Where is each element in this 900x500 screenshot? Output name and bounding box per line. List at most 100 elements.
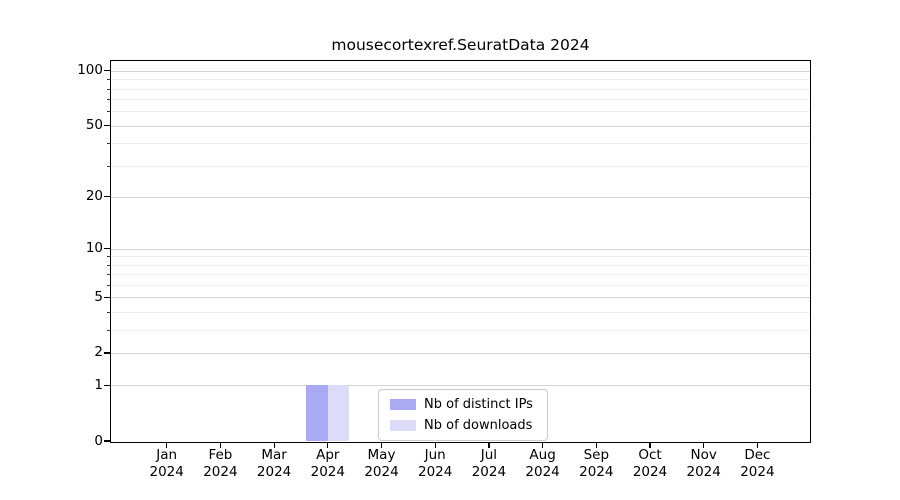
gridline-major	[111, 70, 810, 72]
x-tick-year: 2024	[364, 463, 399, 480]
gridline-major	[111, 352, 810, 354]
x-tick-label: Jan 2024	[135, 447, 199, 480]
y-axis-tick	[104, 440, 111, 442]
x-tick-year: 2024	[471, 463, 507, 480]
x-tick-label: Oct 2024	[618, 447, 682, 480]
gridline-minor	[111, 88, 810, 90]
y-axis-minor-tick	[107, 99, 111, 101]
gridline-major	[111, 385, 810, 387]
x-axis-tick	[219, 443, 222, 449]
plot-area: 0 1 2 5 10 20 50 100 Jan 2024 Feb 2024 Mar 2024 Apr 202…	[77, 60, 811, 480]
x-axis-tick	[434, 443, 436, 449]
legend-entry-distinct-ips: Nb of distinct IPs	[390, 396, 537, 413]
legend-label: Nb of downloads	[424, 418, 533, 433]
y-tick-label: 5	[94, 288, 103, 305]
x-tick-year: 2024	[149, 463, 184, 480]
x-tick-month: Jul	[480, 447, 498, 463]
y-tick-label: 0	[94, 432, 103, 449]
gridline-minor	[111, 329, 810, 331]
x-axis-tick	[488, 443, 490, 449]
x-axis-tick	[649, 443, 651, 449]
y-tick-label: 20	[85, 188, 103, 205]
gridline-major	[111, 297, 810, 299]
gridline-minor	[111, 143, 810, 145]
x-tick-year: 2024	[686, 463, 721, 480]
y-tick-label: 10	[85, 240, 103, 257]
y-axis-minor-tick	[107, 329, 111, 331]
y-tick-label: 50	[85, 117, 103, 134]
x-tick-month: Dec	[744, 447, 771, 463]
x-tick-year: 2024	[740, 463, 775, 480]
x-tick-month: Mar	[261, 447, 287, 463]
x-tick-year: 2024	[310, 463, 345, 480]
gridline-minor	[111, 284, 810, 286]
x-axis-tick	[273, 443, 275, 449]
y-axis-tick	[104, 196, 111, 198]
x-tick-month: Sep	[583, 447, 610, 463]
gridline-minor	[111, 99, 810, 101]
x-tick-label: Mar 2024	[242, 447, 306, 480]
y-axis-minor-tick	[107, 264, 111, 266]
x-axis-tick	[166, 443, 168, 449]
gridline-major	[111, 248, 810, 250]
x-tick-month: Feb	[208, 447, 233, 463]
gridline-major	[111, 196, 810, 198]
gridline-minor	[111, 165, 810, 167]
gridline-minor	[111, 274, 810, 276]
x-tick-label: Nov 2024	[672, 447, 736, 480]
x-tick-month: May	[367, 447, 396, 463]
x-tick-month: Jun	[424, 447, 446, 463]
x-tick-year: 2024	[418, 463, 453, 480]
x-tick-year: 2024	[632, 463, 668, 480]
gridline-minor	[111, 311, 810, 313]
x-tick-label: Apr 2024	[296, 447, 360, 480]
x-tick-month: Oct	[638, 447, 662, 463]
gridline-minor	[111, 111, 810, 113]
y-axis-minor-tick	[107, 284, 111, 286]
y-axis-tick	[104, 352, 111, 354]
x-tick-year: 2024	[525, 463, 560, 480]
x-tick-label: Jul 2024	[457, 447, 521, 480]
x-tick-month: Nov	[690, 447, 717, 463]
chart-title: mousecortexref.SeuratData 2024	[331, 36, 590, 54]
x-tick-month: Apr	[316, 447, 340, 463]
x-tick-month: Aug	[529, 447, 556, 463]
gridline-minor	[111, 256, 810, 258]
x-tick-year: 2024	[203, 463, 238, 480]
y-axis-minor-tick	[107, 79, 111, 81]
y-axis-tick	[104, 125, 111, 127]
y-axis-minor-tick	[107, 143, 111, 145]
x-tick-year: 2024	[579, 463, 614, 480]
gridline-major	[111, 125, 810, 127]
legend-label: Nb of distinct IPs	[424, 397, 533, 412]
y-axis-tick	[104, 384, 111, 387]
y-axis-tick	[104, 248, 111, 250]
x-axis-tick	[703, 443, 705, 449]
legend-entry-downloads: Nb of downloads	[390, 417, 537, 434]
x-axis-tick	[542, 443, 544, 449]
y-axis-minor-tick	[107, 88, 111, 90]
x-tick-label: Aug 2024	[511, 447, 575, 480]
x-tick-month: Jan	[156, 447, 178, 463]
y-tick-label: 2	[94, 344, 103, 361]
legend-swatch-distinct-ips-icon	[390, 399, 416, 410]
x-axis-tick	[595, 443, 597, 449]
x-tick-label: Dec 2024	[725, 447, 789, 480]
y-axis-minor-tick	[107, 256, 111, 258]
x-axis-tick	[327, 443, 329, 449]
y-axis-minor-tick	[107, 111, 111, 113]
y-tick-label: 100	[77, 62, 103, 79]
x-tick-label: May 2024	[350, 447, 414, 480]
y-axis-minor-tick	[107, 274, 111, 276]
x-tick-label: Feb 2024	[188, 447, 252, 480]
gridline-minor	[111, 79, 810, 81]
y-tick-label: 1	[94, 376, 103, 393]
x-tick-label: Sep 2024	[564, 447, 628, 480]
y-axis-minor-tick	[107, 311, 111, 313]
y-axis-tick	[104, 70, 111, 72]
legend: Nb of distinct IPs Nb of downloads	[378, 389, 548, 441]
bar-apr-distinct-ips	[306, 385, 328, 441]
bar-apr-downloads	[327, 385, 350, 441]
gridline-minor	[111, 264, 810, 266]
